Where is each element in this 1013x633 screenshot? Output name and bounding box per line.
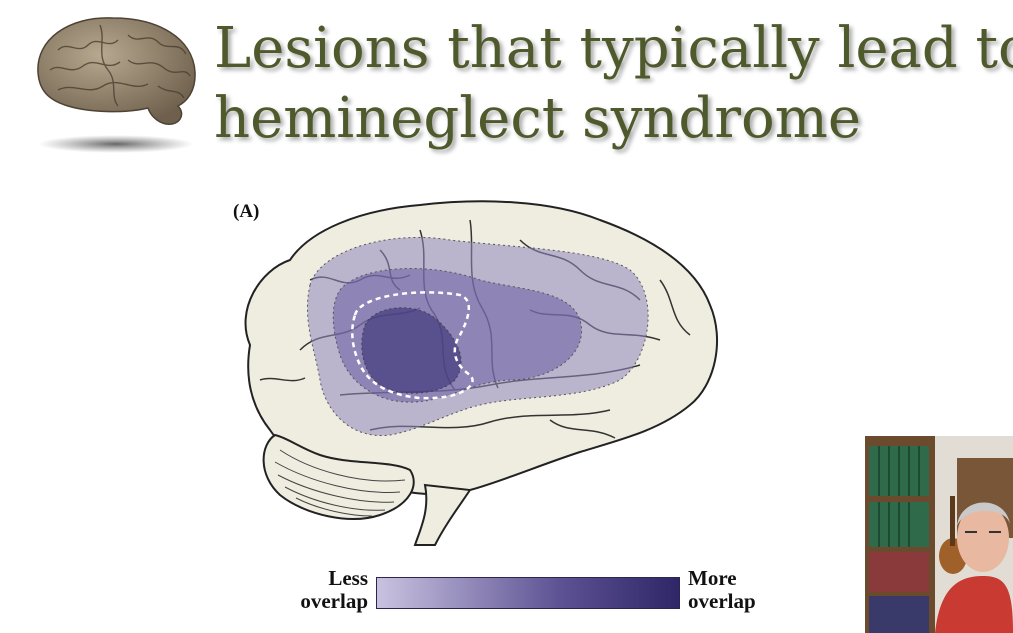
slide-title-line-2: hemineglect syndrome (214, 86, 862, 151)
panel-label: (A) (233, 201, 260, 222)
legend-less-line2: overlap (300, 589, 368, 613)
slide-title: Lesions that typically lead to heminegle… (214, 14, 1013, 154)
brainstem-outline (413, 483, 472, 546)
white-dashed-boundary (351, 291, 474, 400)
overlap-gradient-bar (376, 577, 680, 609)
legend-less-line1: Less (328, 566, 368, 590)
presenter-webcam (865, 436, 1013, 633)
cerebellum-outline (262, 433, 415, 520)
legend-more-overlap: More overlap (688, 567, 788, 613)
slide-title-line-1: Lesions that typically lead to (214, 16, 1013, 81)
brain-icon (37, 17, 196, 153)
brain-lesion-figure (220, 190, 740, 550)
brain-logo (28, 10, 203, 160)
brain-lateral-view (244, 200, 718, 546)
webcam-presenter (865, 436, 1013, 633)
legend-more-line1: More (688, 566, 737, 590)
legend-more-line2: overlap (688, 589, 756, 613)
lesion-region-inner (361, 307, 462, 394)
legend-less-overlap: Less overlap (278, 567, 368, 613)
cerebellum-folia (274, 449, 406, 517)
